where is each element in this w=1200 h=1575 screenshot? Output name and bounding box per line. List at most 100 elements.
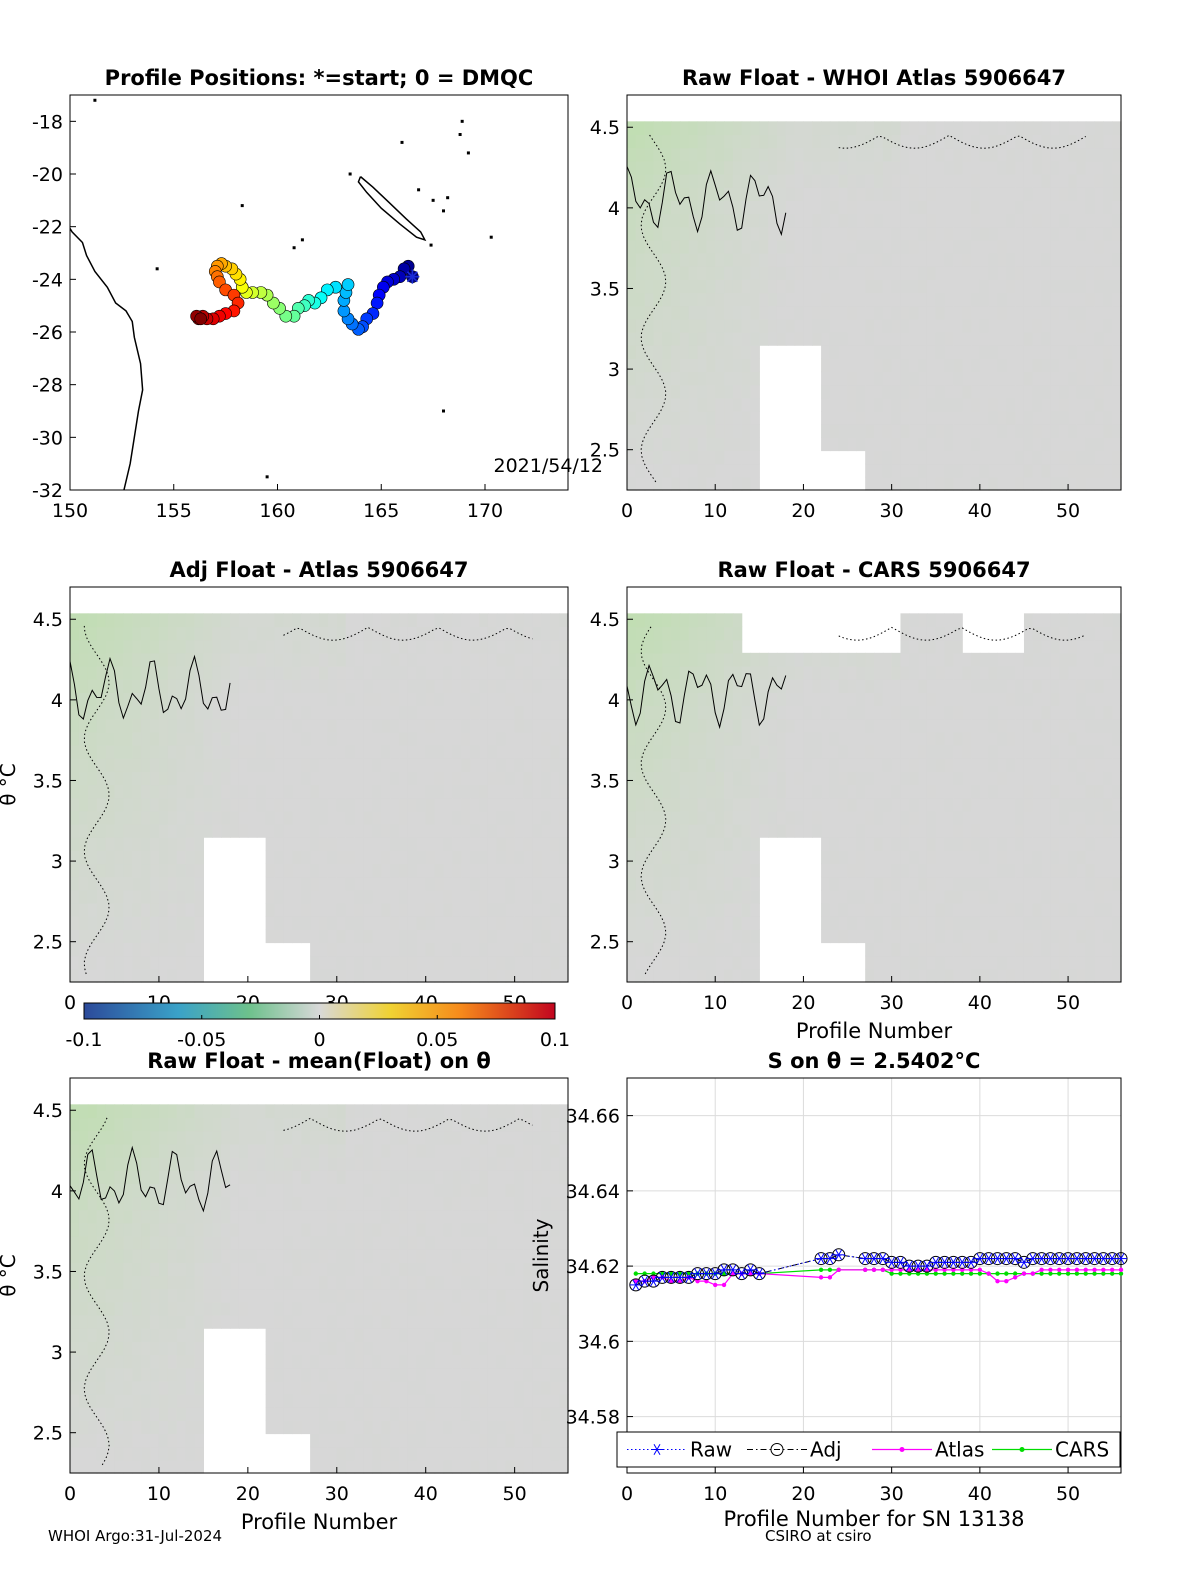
heatmap-3-cell <box>1032 613 1043 628</box>
heatmap-3-cell <box>979 824 990 838</box>
heatmap-1-cell <box>874 384 884 399</box>
heatmap-3-cell <box>874 679 884 693</box>
heatmap-1-cell <box>979 147 990 162</box>
heatmap-1-cell <box>671 266 681 280</box>
heatmap-4-cell <box>167 1328 178 1342</box>
heatmap-3-cell <box>962 718 972 733</box>
heatmap-3-cell <box>1023 666 1034 680</box>
heatmap-3-cell <box>856 929 866 944</box>
heatmap-1-cell <box>644 292 655 307</box>
heatmap-3-cell <box>1076 824 1087 838</box>
heatmap-2-cell <box>390 705 400 720</box>
heatmap-1-cell <box>944 279 954 294</box>
heatmap-3-cell <box>715 876 725 891</box>
heatmap-3-cell <box>768 758 778 772</box>
heatmap-2-cell <box>496 626 507 641</box>
heatmap-1-cell <box>671 121 681 136</box>
heatmap-3-cell <box>962 771 972 786</box>
heatmap-3-cell <box>662 810 672 825</box>
heatmap-1-cell <box>1050 147 1060 162</box>
heatmap-1-cell <box>1094 200 1104 215</box>
heatmap-2-cell <box>505 745 516 759</box>
heatmap-3-cell <box>944 889 954 904</box>
heatmap-2-cell <box>541 666 551 680</box>
heatmap-1-cell <box>653 134 663 149</box>
heatmap-3-cell <box>847 824 857 838</box>
heatmap-3-cell <box>1032 745 1043 759</box>
heatmap-3-cell <box>891 771 902 786</box>
heatmap-2-cell <box>399 718 409 733</box>
heatmap-2-cell <box>221 784 231 799</box>
heatmap-1-cell <box>829 239 840 254</box>
heatmap-3-cell <box>627 718 637 733</box>
heatmap-3-cell <box>874 889 884 904</box>
heatmap-4-cell <box>185 1157 196 1171</box>
heatmap-3-cell <box>962 876 972 891</box>
heatmap-1-cell <box>971 160 981 175</box>
heatmap-3-cell <box>741 745 752 759</box>
heatmap-2-cell <box>176 916 187 930</box>
heatmap-3-cell <box>979 968 990 983</box>
heatmap-2-cell <box>203 771 213 786</box>
heatmap-1-cell <box>1112 345 1122 359</box>
heatmap-1-cell <box>724 226 734 241</box>
heatmap-3-cell <box>627 797 637 812</box>
heatmap-3-cell <box>1032 824 1043 838</box>
heatmap-3-cell <box>944 824 954 838</box>
heatmap-4-cell <box>96 1275 107 1290</box>
heatmap-1-cell <box>697 200 707 215</box>
heatmap-3-cell <box>1032 850 1043 865</box>
heatmap-1-contour-negative-upper <box>838 134 1086 149</box>
heatmap-3-cell <box>962 889 972 904</box>
heatmap-1-cell <box>1050 253 1060 267</box>
heatmap-2-cell <box>114 797 124 812</box>
heatmap-1-cell <box>953 345 963 359</box>
heatmap-1-cell <box>1112 160 1122 175</box>
heatmap-3-cell <box>891 666 902 680</box>
heatmap-2-cell <box>345 903 356 917</box>
heatmap-2-cell <box>87 903 98 917</box>
heatmap-2-cell <box>185 863 196 878</box>
heatmap-1-cell <box>741 463 752 478</box>
heatmap-1-cell <box>688 200 699 215</box>
heatmap-2-cell <box>559 705 569 720</box>
heatmap-3-cell <box>838 758 849 772</box>
heatmap-1-cell <box>847 397 857 412</box>
heatmap-2-cell <box>141 626 151 641</box>
heatmap-1-cell <box>874 239 884 254</box>
heatmap-3-cell <box>1094 850 1104 865</box>
heatmap-3-cell <box>679 758 690 772</box>
heatmap-3-cell <box>635 652 646 667</box>
heatmap-4-cell <box>212 1196 222 1211</box>
heatmap-3-cell <box>829 903 840 917</box>
heatmap-1-cell <box>635 266 646 280</box>
heatmap-4-cell <box>203 1275 213 1290</box>
heatmap-1-cell <box>759 305 769 320</box>
heatmap-3-cell <box>926 824 937 838</box>
heatmap-1-cell <box>1059 121 1069 136</box>
heatmap-2-cell <box>345 850 356 865</box>
heatmap-1-cell <box>962 424 972 438</box>
heatmap-3-cell <box>1068 955 1078 970</box>
heatmap-2-cell <box>470 692 480 707</box>
heatmap-3-cell <box>1076 705 1087 720</box>
heatmap-1-xtick-label: 50 <box>1056 500 1080 522</box>
heatmap-3-cell <box>918 771 928 786</box>
heatmap-3-cell <box>891 784 902 799</box>
heatmap-2-cell <box>185 916 196 930</box>
heatmap-1-cell <box>1006 174 1016 188</box>
heatmap-2-cell <box>283 903 293 917</box>
heatmap-1-cell <box>838 147 849 162</box>
heatmap-2-cell <box>176 639 187 654</box>
heatmap-4-cell <box>96 1143 107 1158</box>
heatmap-1-cell <box>953 121 963 136</box>
heatmap-2-cell <box>310 613 320 628</box>
heatmap-3-cell <box>1112 810 1122 825</box>
heatmap-1-cell <box>785 200 796 215</box>
map-ytick-label: -18 <box>32 111 63 133</box>
heatmap-1-cell <box>856 121 866 136</box>
heatmap-2-cell <box>354 718 365 733</box>
heatmap-3-cell <box>891 916 902 930</box>
heatmap-2-cell <box>274 758 285 772</box>
heatmap-2-cell <box>479 613 489 628</box>
